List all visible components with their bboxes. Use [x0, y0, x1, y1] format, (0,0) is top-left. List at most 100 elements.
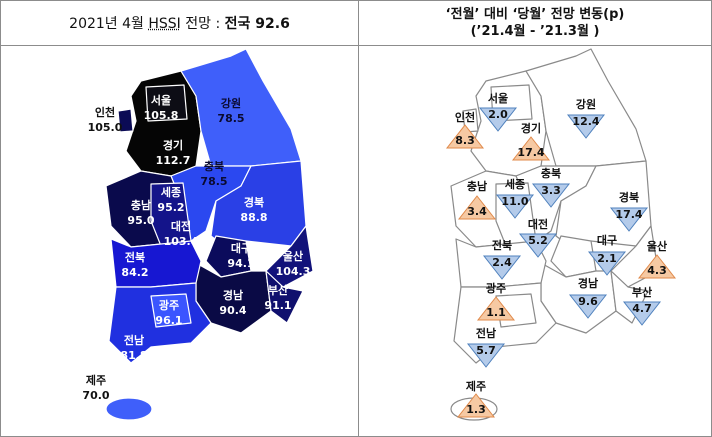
down-triangle [622, 301, 662, 326]
down-triangle [566, 114, 606, 139]
region-ulsan [265, 225, 314, 288]
header-highlight: 전국 92.6 [224, 16, 290, 32]
region-name: 세종 [161, 185, 181, 199]
region-value: 81.8 [120, 349, 147, 362]
region-name: 대구 [597, 233, 617, 247]
change-value: 3.3 [541, 184, 561, 197]
region-name: 강원 [576, 97, 596, 111]
change-value: 4.7 [632, 302, 652, 315]
region-jeju [105, 397, 153, 421]
down-triangle [478, 107, 518, 132]
region-name: 광주 [486, 282, 506, 295]
region-name: 충북 [204, 159, 224, 173]
change-value: 5.2 [528, 234, 548, 247]
region-value: 78.5 [217, 112, 244, 125]
header-suffix: 전망 : [185, 16, 221, 32]
region-name: 대전 [171, 219, 191, 233]
region-name: 전남 [124, 333, 144, 347]
region-daegu [550, 235, 597, 278]
region-name: 충남 [131, 198, 151, 212]
region-name: 경기 [163, 138, 183, 152]
change-value: 8.3 [455, 134, 475, 147]
down-triangle [568, 294, 608, 319]
region-value: 91.1 [264, 299, 291, 312]
left-map: 서울 105.8 인천 105.0 강원 78.5 경기 112.7 충북 78.5 세종 95.2 충… [82, 48, 314, 421]
region-busan [265, 270, 304, 324]
header-prefix: 2021년 4월 [69, 16, 144, 32]
region-name: 서울 [488, 91, 508, 105]
change-value: 2.0 [488, 108, 508, 121]
region-name: 충남 [467, 179, 487, 193]
region-name: 인천 [455, 110, 475, 124]
divider [358, 45, 359, 436]
region-name: 충북 [541, 166, 561, 180]
change-value: 1.1 [486, 306, 506, 319]
region-value: 90.4 [219, 304, 246, 317]
down-triangle [587, 251, 627, 276]
region-name: 강원 [221, 96, 241, 110]
region-name: 경남 [578, 276, 598, 290]
change-value: 17.4 [615, 208, 642, 221]
region-value: 84.2 [121, 266, 148, 279]
region-name: 대구 [231, 241, 251, 255]
region-name: 인천 [95, 105, 115, 119]
change-value: 17.4 [517, 146, 544, 159]
change-value: 2.4 [492, 256, 512, 269]
region-name: 부산 [632, 285, 652, 299]
change-value: 3.4 [467, 205, 487, 218]
down-triangle [482, 255, 522, 280]
region-name: 대전 [528, 217, 548, 231]
up-triangle [511, 136, 551, 161]
right-header-line1: ‘전월’ 대비 ‘당월’ 전망 변동(p) [445, 7, 625, 22]
region-value: 88.8 [240, 211, 267, 224]
down-triangle [466, 343, 506, 368]
right-map: 서울 2.0 인천 8.3 강원 12.4 경기 17.4 충남 3.4 세종 11.0 충북 3.3 대전… [445, 48, 677, 421]
region-value: 78.5 [200, 175, 227, 188]
region-name: 전북 [492, 238, 512, 252]
region-value: 112.7 [156, 154, 191, 167]
region-name: 경북 [244, 195, 264, 209]
region-incheon [117, 108, 134, 133]
region-value: 94.1 [227, 257, 254, 270]
up-triangle [456, 393, 496, 418]
region-name: 울산 [647, 239, 667, 253]
region-value: 105.8 [144, 109, 179, 122]
region-incheon [462, 108, 479, 133]
region-name: 세종 [505, 177, 525, 191]
region-name: 전북 [125, 250, 145, 264]
region-value: 105.0 [88, 121, 123, 134]
up-triangle [457, 195, 497, 220]
region-name: 제주 [86, 373, 106, 387]
region-name: 서울 [151, 93, 171, 107]
region-name: 울산 [283, 249, 303, 263]
down-triangle [609, 207, 649, 232]
change-value: 5.7 [476, 344, 496, 357]
region-seoul [145, 84, 188, 122]
region-value: 95.0 [127, 214, 154, 227]
change-value: 2.1 [597, 252, 617, 265]
region-name: 경기 [521, 121, 541, 135]
region-name: 부산 [268, 283, 288, 297]
region-name: 광주 [159, 299, 179, 312]
region-name: 경북 [619, 190, 639, 204]
region-value: 104.3 [276, 265, 311, 278]
left-header: 2021년 4월 HSSI 전망 : 전국 92.6 [1, 1, 359, 46]
up-triangle [445, 124, 485, 149]
region-value: 70.0 [82, 389, 109, 402]
down-triangle [531, 183, 571, 208]
change-value: 12.4 [572, 115, 599, 128]
up-triangle [476, 296, 516, 321]
region-value: 96.1 [155, 314, 182, 327]
right-header: ‘전월’ 대비 ‘당월’ 전망 변동(p) (’21.4월 - ’21.3월 ) [359, 1, 711, 46]
header-acronym: HSSI [148, 16, 181, 32]
region-name: 제주 [466, 379, 486, 393]
change-value: 1.3 [466, 403, 486, 416]
down-triangle [518, 233, 558, 258]
region-name: 경남 [223, 288, 243, 302]
down-triangle [495, 194, 535, 219]
up-triangle [637, 254, 677, 279]
change-value: 11.0 [501, 195, 528, 208]
left-header-text: 2021년 4월 HSSI 전망 : 전국 92.6 [69, 13, 290, 33]
